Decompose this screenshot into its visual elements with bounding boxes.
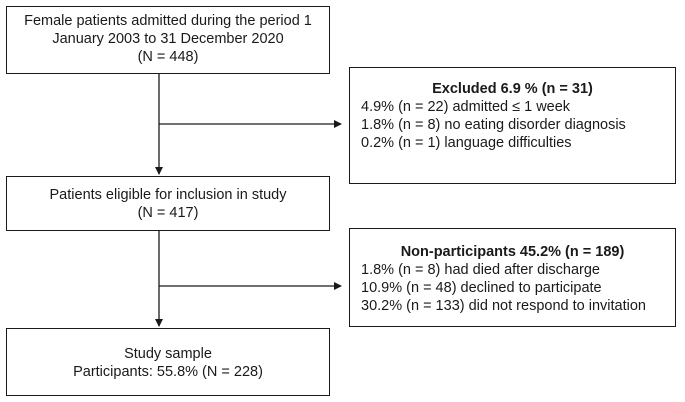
excluded-item: 0.2% (n = 1) language difficulties bbox=[361, 135, 572, 151]
excluded-item: 4.9% (n = 22) admitted ≤ 1 week bbox=[361, 99, 571, 115]
non-participants-box: Non-participants 45.2% (n = 189) 1.8% (n… bbox=[349, 228, 676, 327]
study-sample-title: Study sample bbox=[124, 346, 212, 362]
admitted-box: Female patients admitted during the peri… bbox=[6, 6, 330, 74]
eligible-count: (N = 417) bbox=[137, 205, 199, 221]
admitted-count: (N = 448) bbox=[137, 49, 199, 65]
admitted-line-2: January 2003 to 31 December 2020 bbox=[52, 31, 284, 47]
eligible-line-1: Patients eligible for inclusion in study bbox=[49, 187, 287, 203]
excluded-title: Excluded 6.9 % (n = 31) bbox=[432, 81, 593, 97]
eligible-box: Patients eligible for inclusion in study… bbox=[6, 176, 330, 231]
excluded-item: 1.8% (n = 8) no eating disorder diagnosi… bbox=[361, 117, 626, 133]
non-participants-title: Non-participants 45.2% (n = 189) bbox=[400, 244, 625, 260]
non-participants-item: 10.9% (n = 48) declined to participate bbox=[361, 280, 602, 296]
admitted-line-1: Female patients admitted during the peri… bbox=[24, 13, 312, 29]
non-participants-item: 1.8% (n = 8) had died after discharge bbox=[361, 262, 600, 278]
non-participants-item: 30.2% (n = 133) did not respond to invit… bbox=[361, 298, 646, 314]
study-sample-participants: Participants: 55.8% (N = 228) bbox=[73, 364, 263, 380]
study-sample-box: Study sample Participants: 55.8% (N = 22… bbox=[6, 328, 330, 396]
excluded-box: Excluded 6.9 % (n = 31) 4.9% (n = 22) ad… bbox=[349, 67, 676, 184]
